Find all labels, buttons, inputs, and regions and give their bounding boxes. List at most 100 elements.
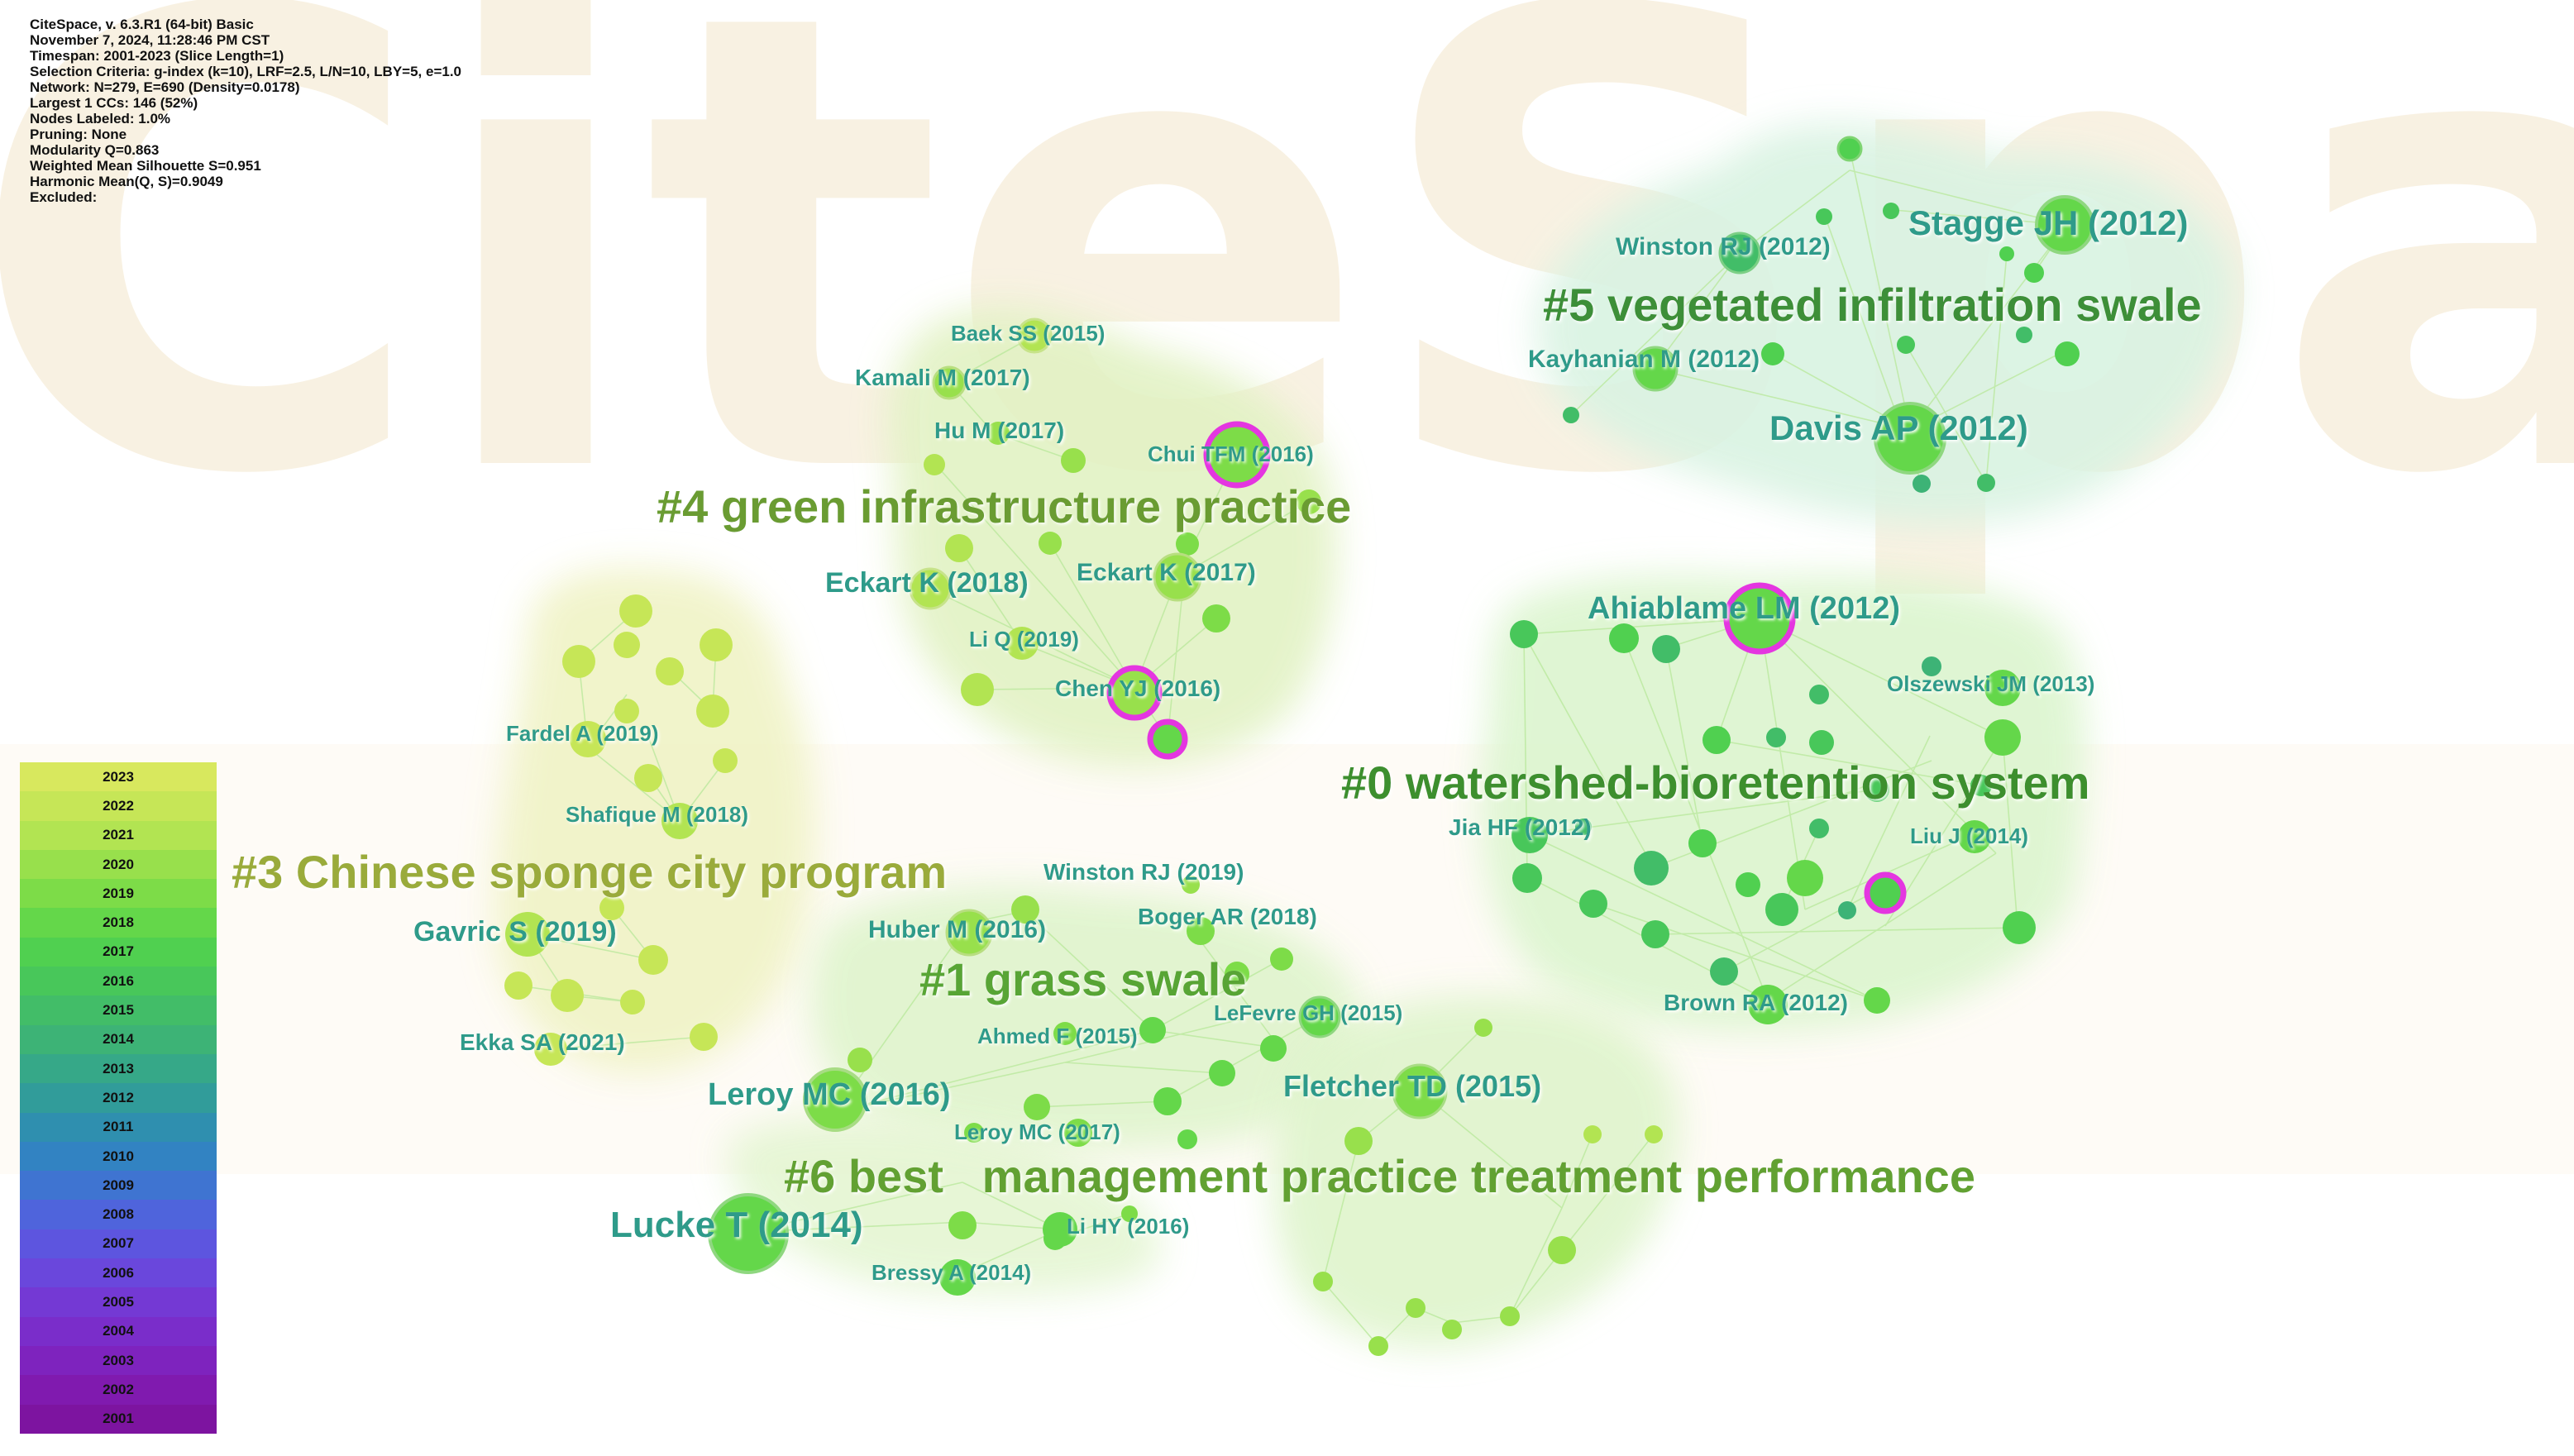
node — [948, 1211, 977, 1239]
node — [1883, 203, 1899, 219]
legend-year-2007: 2007 — [20, 1229, 217, 1259]
node-label: LeFevre GH (2015) — [1214, 1000, 1402, 1025]
legend-year-2016: 2016 — [20, 967, 217, 996]
node — [961, 673, 994, 706]
node — [619, 594, 652, 628]
node — [620, 990, 645, 1014]
node — [1039, 532, 1062, 555]
cluster-hull-3 — [494, 568, 815, 1073]
node — [505, 912, 550, 957]
node-label: Leroy MC (2017) — [954, 1119, 1120, 1144]
node-label: Jia HF (2012) — [1449, 814, 1592, 840]
node — [1202, 604, 1230, 633]
node — [1121, 1205, 1138, 1222]
node — [909, 567, 952, 610]
node — [1563, 407, 1579, 423]
cluster-label-5: #5 vegetated infiltration swale — [1543, 279, 2202, 331]
node-label: Ahiablame LM (2012) — [1588, 591, 1900, 626]
cluster-label-0: #0 watershed-bioretention system — [1341, 757, 2090, 809]
node-label: Boger AR (2018) — [1138, 904, 1317, 929]
cluster-labels: #5 vegetated infiltration swale #4 green… — [232, 279, 2202, 1202]
legend-year-2022: 2022 — [20, 791, 217, 821]
node — [1209, 1060, 1235, 1086]
legend-year-2020: 2020 — [20, 849, 217, 880]
legend-year-2006: 2006 — [20, 1258, 217, 1288]
node — [1270, 948, 1293, 971]
node — [1548, 1236, 1576, 1264]
info-line: Harmonic Mean(Q, S)=0.9049 — [30, 174, 223, 189]
node-label: Shafique M (2018) — [566, 802, 748, 827]
legend-year-2004: 2004 — [20, 1316, 217, 1346]
node — [1225, 962, 1249, 986]
node — [638, 945, 668, 975]
node — [848, 1048, 872, 1072]
node — [1016, 317, 1053, 354]
node — [1761, 342, 1784, 365]
node — [656, 657, 684, 685]
nodes — [504, 136, 2094, 1356]
node — [1609, 623, 1639, 653]
node-label: Winston RJ (2012) — [1616, 233, 1831, 260]
node — [1392, 1063, 1448, 1119]
legend-year-2013: 2013 — [20, 1053, 217, 1084]
info-line: Modularity Q=0.863 — [30, 142, 160, 158]
node-label: Fardel A (2019) — [506, 721, 658, 746]
legend-year-2010: 2010 — [20, 1141, 217, 1172]
node — [1061, 448, 1086, 473]
node — [1442, 1320, 1462, 1339]
node-label: Huber M (2016) — [868, 916, 1046, 943]
year-legend: 2023 2022 2021 2020 2019 2018 2017 2016 2015 2014… — [20, 762, 217, 1434]
node — [1474, 1019, 1492, 1037]
node — [1313, 1272, 1333, 1291]
node-label: Chui TFM (2016) — [1148, 442, 1314, 466]
node — [1153, 1087, 1182, 1115]
cluster-hull-6 — [1272, 995, 1680, 1349]
node — [1816, 208, 1832, 225]
node — [696, 695, 729, 728]
node — [1153, 552, 1202, 602]
node — [1500, 1306, 1520, 1326]
info-line: Excluded: — [30, 189, 98, 205]
node — [1897, 336, 1915, 354]
node — [614, 632, 640, 658]
node — [1005, 627, 1039, 660]
node — [1970, 775, 1992, 796]
node-label: Li Q (2019) — [969, 627, 1079, 652]
cluster-label-1: #1 grass swale — [919, 953, 1246, 1005]
node — [1809, 685, 1829, 704]
node — [1913, 475, 1931, 493]
node-label: Eckart K (2017) — [1077, 559, 1256, 586]
legend-year-2023: 2023 — [20, 762, 217, 792]
node — [2055, 341, 2080, 366]
node-label: Liu J (2014) — [1910, 823, 2028, 848]
node — [713, 748, 738, 773]
legend-year-2011: 2011 — [20, 1112, 217, 1142]
node — [1043, 1227, 1067, 1250]
node — [2035, 195, 2094, 255]
legend-year-2017: 2017 — [20, 937, 217, 967]
run-info: CiteSpace, v. 6.3.R1 (64-bit) Basic Nove… — [30, 17, 461, 205]
node — [1999, 246, 2014, 261]
info-line: Pruning: None — [30, 127, 127, 142]
node — [1836, 136, 1863, 162]
node — [1510, 620, 1538, 648]
node — [1702, 726, 1731, 754]
info-line: Nodes Labeled: 1.0% — [30, 111, 171, 127]
node — [803, 1067, 867, 1132]
node — [1260, 1035, 1287, 1062]
node-label: Davis AP (2012) — [1769, 408, 2028, 447]
legend-year-2015: 2015 — [20, 995, 217, 1025]
node — [1106, 665, 1163, 721]
info-line: Largest 1 CCs: 146 (52%) — [30, 95, 198, 111]
node — [700, 628, 733, 661]
node-label: Brown RA (2012) — [1664, 990, 1848, 1015]
legend-year-2014: 2014 — [20, 1024, 217, 1054]
node-labels: Stagge JH (2012) Winston RJ (2012) Kayha… — [413, 203, 2188, 1285]
node-label: Gavric S (2019) — [413, 916, 617, 948]
node — [1368, 1336, 1388, 1356]
node — [1977, 474, 1995, 492]
node — [1984, 670, 2021, 706]
info-line: Selection Criteria: g-index (k=10), LRF=… — [30, 64, 462, 79]
legend-year-2005: 2005 — [20, 1287, 217, 1317]
